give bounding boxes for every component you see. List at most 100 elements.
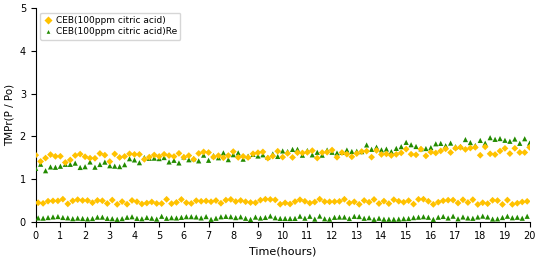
Point [313, 150, 321, 155]
Point [471, 145, 480, 149]
Point [113, 202, 122, 206]
Point [350, 200, 359, 204]
Point [254, 151, 262, 155]
Point [237, 198, 245, 203]
Point [103, 216, 112, 221]
Point [288, 147, 297, 151]
Point [118, 199, 126, 204]
Point [434, 215, 443, 219]
Point [133, 200, 141, 204]
Point [340, 197, 349, 201]
Point [224, 153, 233, 158]
Point [458, 198, 467, 202]
Point [414, 215, 423, 219]
Point [278, 155, 287, 159]
Point [98, 199, 107, 203]
Point [463, 216, 472, 220]
Point [219, 156, 228, 160]
Point [187, 215, 195, 219]
Point [384, 201, 393, 206]
Point [135, 152, 144, 156]
Point [86, 156, 94, 160]
Point [483, 201, 492, 206]
Point [510, 146, 519, 150]
Point [185, 158, 193, 162]
Point [409, 216, 418, 220]
Point [192, 215, 200, 219]
Point [41, 169, 50, 173]
Point [31, 153, 40, 157]
Point [466, 146, 475, 150]
Point [244, 155, 252, 159]
Point [424, 199, 433, 203]
Point [516, 141, 524, 145]
Point [293, 151, 302, 155]
Point [51, 154, 60, 158]
Point [496, 149, 504, 153]
Point [508, 202, 517, 206]
Point [135, 161, 144, 165]
Point [481, 145, 490, 149]
Point [34, 216, 43, 220]
Point [286, 216, 294, 221]
Point [303, 149, 312, 153]
Point [360, 198, 368, 203]
Point [246, 217, 255, 222]
Point [160, 156, 168, 160]
Point [446, 141, 455, 145]
Point [471, 144, 480, 148]
Point [315, 214, 324, 218]
Point [71, 153, 79, 158]
Point [474, 215, 482, 219]
Point [427, 146, 435, 150]
Point [510, 137, 519, 141]
Point [306, 201, 314, 205]
Point [237, 215, 245, 219]
Point [422, 154, 430, 158]
Point [197, 216, 206, 220]
Point [209, 153, 218, 158]
Point [51, 165, 60, 169]
Point [73, 216, 82, 220]
Point [417, 147, 426, 151]
Point [273, 149, 282, 153]
Point [221, 198, 230, 202]
Point [303, 150, 312, 155]
Point [232, 199, 240, 204]
Point [98, 215, 107, 219]
Point [249, 152, 258, 156]
Point [127, 215, 136, 219]
Point [400, 217, 408, 221]
Point [342, 148, 351, 152]
Point [170, 158, 178, 162]
Point [463, 200, 472, 205]
Point [204, 158, 213, 162]
Point [318, 151, 327, 155]
Point [199, 150, 208, 154]
Point [441, 144, 450, 148]
Point [207, 217, 215, 221]
Point [451, 145, 460, 149]
Point [96, 151, 104, 156]
Point [138, 217, 146, 221]
Point [163, 216, 171, 220]
Point [91, 165, 99, 169]
Point [177, 215, 186, 220]
Point [503, 198, 512, 202]
Point [493, 217, 502, 221]
Point [127, 198, 136, 203]
Point [454, 217, 462, 221]
Point [387, 150, 396, 154]
X-axis label: Time(hours): Time(hours) [249, 247, 316, 257]
Point [123, 215, 131, 220]
Point [525, 145, 534, 149]
Point [516, 150, 524, 155]
Point [367, 155, 376, 159]
Point [338, 150, 346, 155]
Point [310, 217, 319, 221]
Point [431, 151, 440, 155]
Point [505, 152, 514, 156]
Point [525, 141, 534, 145]
Point [71, 161, 79, 165]
Y-axis label: TMPr(P / Po): TMPr(P / Po) [4, 84, 14, 146]
